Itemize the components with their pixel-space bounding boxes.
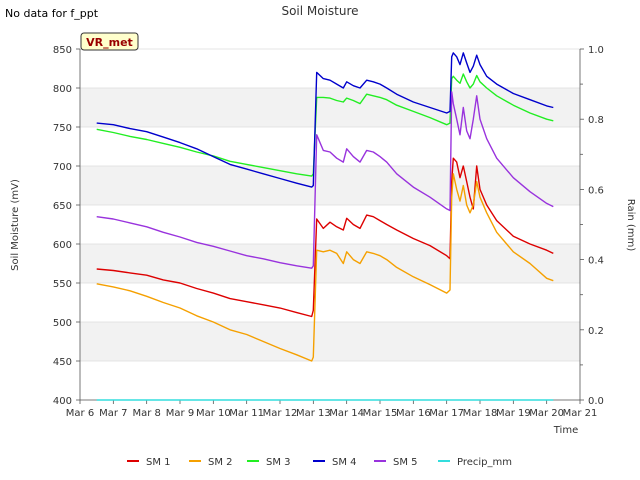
grid-band xyxy=(80,322,580,361)
x-tick-label: Mar 19 xyxy=(496,408,531,419)
no-data-note: No data for f_ppt xyxy=(5,7,99,20)
y-tick-label: 850 xyxy=(53,45,72,56)
y-axis-label: Soil Moisture (mV) xyxy=(10,179,21,271)
x-tick-label: Mar 9 xyxy=(166,408,194,419)
badge-label: VR_met xyxy=(86,36,133,49)
x-tick-label: Mar 7 xyxy=(99,408,127,419)
x-tick-label: Mar 10 xyxy=(196,408,231,419)
y-tick-label: 700 xyxy=(53,162,72,173)
x-tick-label: Mar 6 xyxy=(66,408,94,419)
y2-tick-label: 0.0 xyxy=(588,396,604,407)
x-tick-label: Mar 15 xyxy=(363,408,398,419)
x-tick-label: Mar 18 xyxy=(463,408,498,419)
y-tick-label: 550 xyxy=(53,279,72,290)
legend-label-sm-2: SM 2 xyxy=(208,457,233,468)
grid-band xyxy=(80,166,580,205)
series-line-sm-5 xyxy=(96,91,554,269)
series-line-sm-4 xyxy=(96,52,554,188)
y-tick-label: 400 xyxy=(53,396,72,407)
y2-tick-label: 0.6 xyxy=(588,185,604,196)
x-tick-label: Mar 17 xyxy=(429,408,464,419)
y2-tick-label: 0.2 xyxy=(588,326,604,337)
x-tick-label: Mar 12 xyxy=(263,408,298,419)
legend-label-precip-mm: Precip_mm xyxy=(457,457,512,468)
y-tick-label: 800 xyxy=(53,84,72,95)
y2-tick-label: 0.8 xyxy=(588,115,604,126)
y2-axis-label: Rain (mm) xyxy=(625,199,636,252)
y2-tick-label: 0.4 xyxy=(588,256,604,267)
legend-label-sm-5: SM 5 xyxy=(393,457,418,468)
x-tick-label: Mar 21 xyxy=(563,408,598,419)
y2-tick-label: 1.0 xyxy=(588,45,604,56)
x-tick-label: Mar 11 xyxy=(229,408,264,419)
y-tick-label: 500 xyxy=(53,318,72,329)
y-tick-label: 450 xyxy=(53,357,72,368)
x-tick-label: Mar 14 xyxy=(329,408,364,419)
chart-title: Soil Moisture xyxy=(281,4,358,18)
y-tick-label: 750 xyxy=(53,123,72,134)
series-line-sm-3 xyxy=(96,73,554,177)
x-axis-label: Time xyxy=(553,425,578,436)
y-tick-label: 600 xyxy=(53,240,72,251)
x-tick-label: Mar 16 xyxy=(396,408,431,419)
y-tick-label: 650 xyxy=(53,201,72,212)
legend-label-sm-3: SM 3 xyxy=(266,457,291,468)
grid-band xyxy=(80,88,580,127)
series-line-sm-2 xyxy=(96,173,554,362)
legend-label-sm-1: SM 1 xyxy=(146,457,171,468)
x-tick-label: Mar 8 xyxy=(132,408,160,419)
badge-box xyxy=(80,32,139,51)
x-tick-label: Mar 13 xyxy=(296,408,331,419)
legend-label-sm-4: SM 4 xyxy=(332,457,357,468)
x-tick-label: Mar 20 xyxy=(529,408,564,419)
